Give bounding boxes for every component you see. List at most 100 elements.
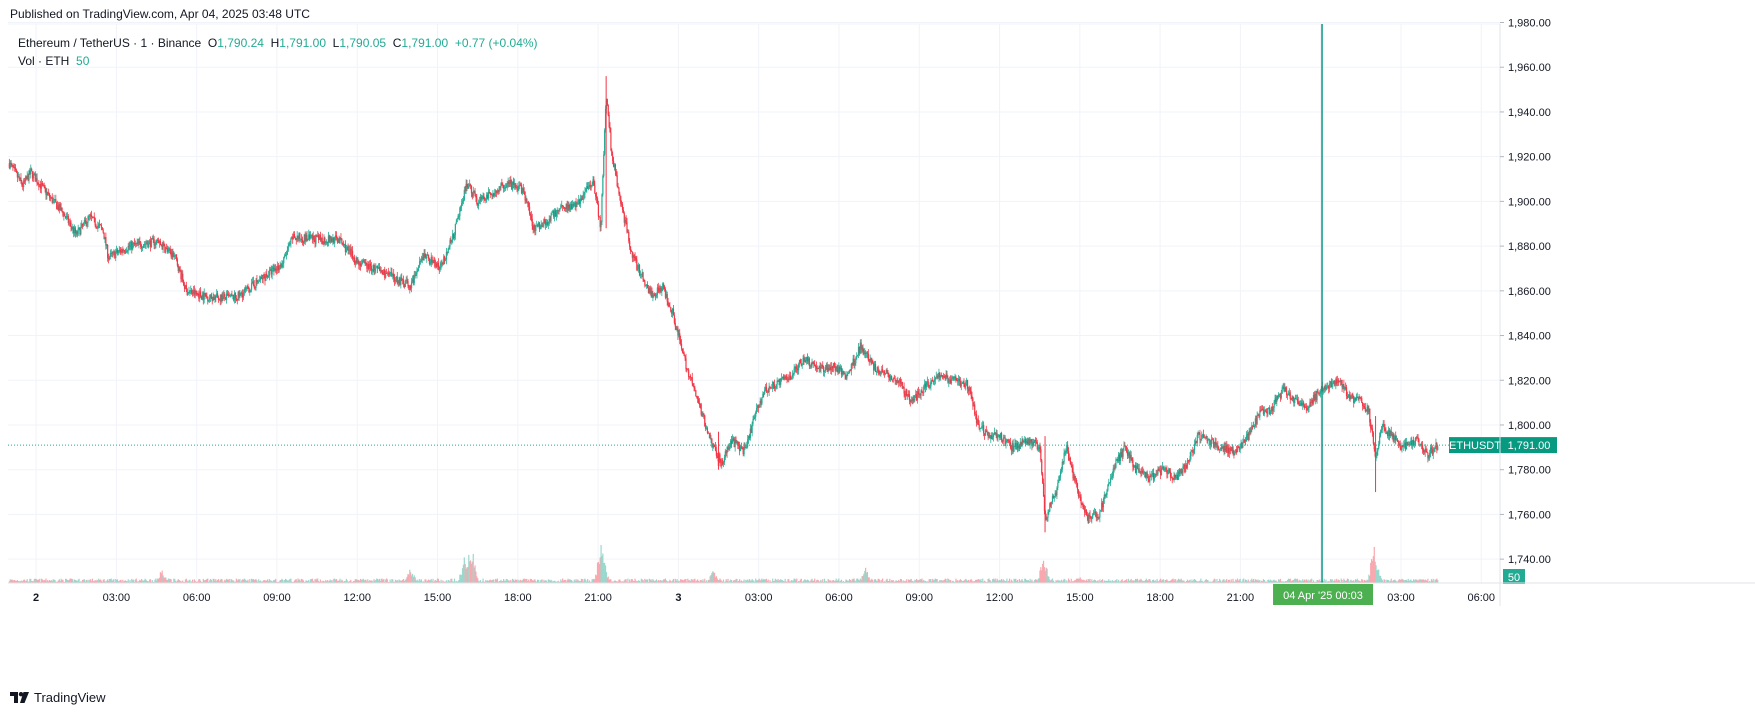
volume-bar — [1108, 579, 1110, 583]
candle-body — [361, 260, 364, 264]
candle-body — [185, 285, 187, 290]
candle-body — [41, 183, 44, 186]
candle-body — [956, 380, 958, 381]
candle-body — [200, 291, 202, 296]
candle-body — [732, 438, 734, 440]
volume-bar — [534, 579, 536, 583]
candle-body — [791, 374, 793, 378]
candle-body — [694, 387, 696, 391]
volume-bar — [716, 578, 718, 583]
volume-bar — [621, 581, 623, 583]
candle-body — [1364, 407, 1366, 411]
volume-bar — [685, 579, 687, 583]
volume-bar — [1168, 581, 1170, 583]
candle-body — [383, 269, 385, 275]
volume-bar — [414, 577, 416, 583]
volume-bar — [1414, 579, 1416, 583]
candle-body — [687, 369, 689, 371]
candle-body — [197, 293, 199, 295]
volume-bar — [1219, 580, 1222, 583]
candle-body — [869, 358, 871, 363]
candle-body — [96, 226, 98, 229]
candle-body — [1302, 402, 1304, 406]
volume-bar — [50, 580, 52, 583]
candle-body — [141, 247, 144, 249]
volume-bar — [892, 580, 894, 583]
volume-bar — [291, 581, 293, 583]
candle-body — [1124, 445, 1126, 447]
open-label: O — [207, 36, 218, 50]
candle-body — [559, 208, 561, 210]
volume-bar — [389, 579, 391, 583]
candle-body — [916, 391, 919, 401]
candle-body — [844, 372, 846, 376]
candle-body — [208, 297, 211, 300]
volume-bar — [1408, 580, 1410, 583]
candle-body — [890, 375, 893, 380]
volume-bar — [579, 580, 582, 583]
volume-bar — [1033, 580, 1036, 583]
volume-bar — [90, 581, 93, 583]
volume-bar — [1418, 579, 1420, 583]
candle-body — [498, 186, 500, 193]
candle-body — [1109, 478, 1112, 483]
volume-bar — [581, 579, 583, 583]
candle-body — [840, 367, 843, 375]
candle-body — [1377, 448, 1379, 452]
candle-body — [50, 196, 52, 198]
candle-body — [332, 237, 334, 242]
volume-bar — [526, 578, 528, 583]
candle-body — [1343, 384, 1345, 390]
volume-bar — [1075, 579, 1077, 583]
candle-body — [624, 219, 626, 223]
candle-body — [579, 199, 581, 204]
volume-bar — [1106, 580, 1108, 583]
volume-bar — [1298, 579, 1300, 583]
candle-body — [14, 168, 17, 171]
candle-body — [1422, 449, 1425, 452]
volume-bar — [550, 579, 552, 583]
volume-bar — [1353, 580, 1355, 583]
candle-body — [676, 328, 678, 330]
volume-bar — [419, 580, 422, 583]
candle-body — [1175, 476, 1177, 479]
candle-body — [461, 201, 464, 204]
volume-bar — [40, 581, 42, 583]
candle-body — [388, 272, 390, 275]
volume-bar — [1079, 577, 1081, 583]
candle-body — [476, 197, 478, 205]
volume-bar — [1375, 565, 1377, 583]
volume-bar — [916, 578, 918, 583]
volume-bar — [712, 571, 714, 583]
volume-bar — [206, 579, 208, 583]
candle-body — [309, 234, 311, 239]
candle-body — [670, 307, 672, 312]
volume-bar — [1211, 581, 1214, 583]
candle-body — [1137, 468, 1139, 470]
volume-bar — [42, 580, 44, 583]
volume-bar — [1119, 581, 1122, 583]
candle-body — [679, 333, 681, 341]
volume-bar — [941, 580, 943, 583]
tradingview-brand[interactable]: TradingView — [10, 690, 106, 705]
volume-bar — [1101, 579, 1104, 583]
volume-bar — [305, 580, 307, 583]
candle-body — [1017, 445, 1020, 449]
candle-body — [999, 435, 1001, 438]
candle-body — [838, 366, 840, 373]
candle-body — [908, 394, 911, 401]
candle-body — [1334, 380, 1336, 385]
volume-bar — [189, 579, 191, 583]
candle-body — [1141, 470, 1143, 473]
candle-body — [664, 289, 667, 298]
candle-body — [120, 250, 122, 253]
candle-body — [200, 295, 203, 300]
candle-body — [810, 365, 812, 367]
volume-bar — [972, 581, 974, 583]
candle-body — [172, 252, 174, 258]
volume-bar — [148, 581, 150, 583]
candle-body — [796, 368, 798, 370]
candle-body — [443, 256, 445, 265]
candle-body — [584, 191, 586, 194]
